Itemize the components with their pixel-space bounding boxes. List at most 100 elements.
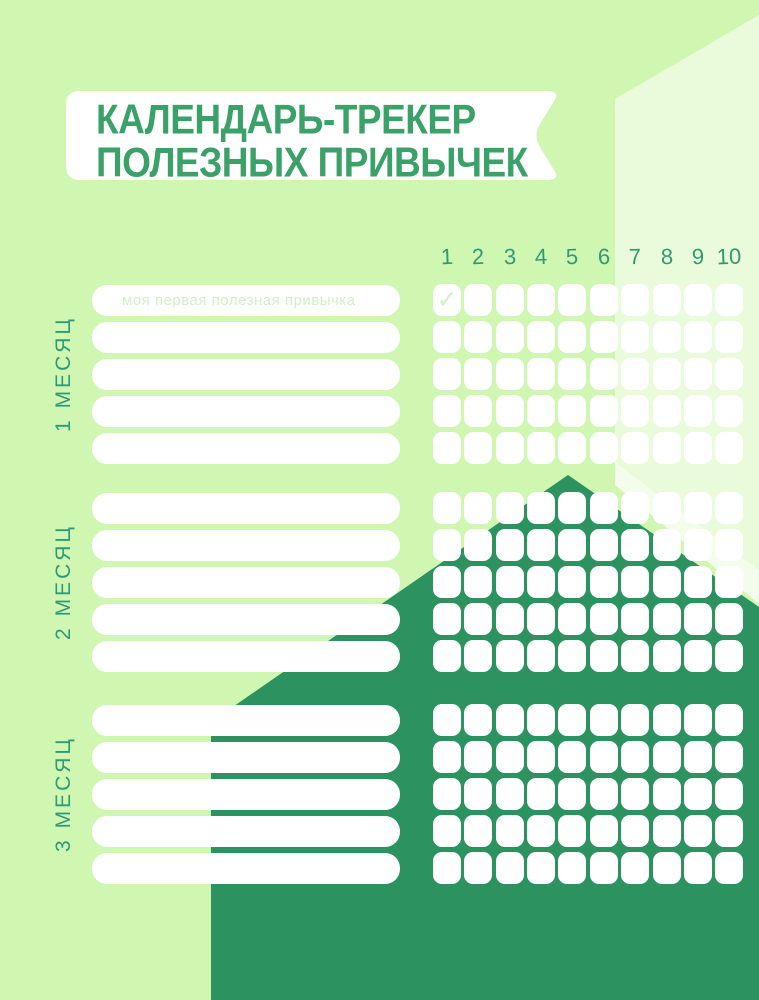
day-checkbox-m3-r3-d2[interactable] bbox=[464, 778, 493, 810]
day-checkbox-m1-r2-d9[interactable] bbox=[683, 321, 712, 353]
day-checkbox-m3-r1-d4[interactable] bbox=[527, 704, 555, 736]
day-checkbox-m2-r1-d4[interactable] bbox=[527, 492, 555, 524]
day-checkbox-m1-r1-d7[interactable] bbox=[621, 284, 650, 316]
day-checkbox-m3-r3-d1[interactable] bbox=[433, 778, 461, 810]
day-checkbox-m3-r2-d2[interactable] bbox=[464, 741, 493, 773]
day-checkbox-m2-r5-d5[interactable] bbox=[558, 640, 587, 672]
day-checkbox-m3-r2-d8[interactable] bbox=[652, 741, 681, 773]
habit-name-input-m3-r5[interactable] bbox=[92, 853, 400, 884]
habit-name-input-m3-r4[interactable] bbox=[92, 816, 400, 847]
habit-name-input-m1-r1[interactable] bbox=[92, 285, 400, 316]
day-checkbox-m1-r2-d7[interactable] bbox=[621, 321, 650, 353]
day-checkbox-m2-r4-d5[interactable] bbox=[558, 603, 587, 635]
day-checkbox-m3-r4-d3[interactable] bbox=[495, 815, 524, 847]
day-checkbox-m1-r2-d1[interactable] bbox=[433, 321, 461, 353]
day-checkbox-m3-r5-d3[interactable] bbox=[495, 852, 524, 884]
day-checkbox-m1-r3-d4[interactable] bbox=[527, 358, 555, 390]
habit-name-input-m2-r5[interactable] bbox=[92, 641, 400, 672]
day-checkbox-m2-r2-d7[interactable] bbox=[621, 529, 650, 561]
day-checkbox-m2-r1-d8[interactable] bbox=[652, 492, 681, 524]
day-checkbox-m2-r5-d9[interactable] bbox=[683, 640, 712, 672]
day-checkbox-m2-r5-d4[interactable] bbox=[527, 640, 555, 672]
day-checkbox-m2-r1-d6[interactable] bbox=[589, 492, 618, 524]
day-checkbox-m3-r1-d10[interactable] bbox=[715, 704, 744, 736]
day-checkbox-m1-r2-d10[interactable] bbox=[715, 321, 744, 353]
day-checkbox-m2-r1-d10[interactable] bbox=[715, 492, 744, 524]
day-checkbox-m2-r4-d9[interactable] bbox=[683, 603, 712, 635]
day-checkbox-m1-r4-d6[interactable] bbox=[589, 395, 618, 427]
day-checkbox-m3-r5-d9[interactable] bbox=[683, 852, 712, 884]
day-checkbox-m1-r3-d7[interactable] bbox=[621, 358, 650, 390]
day-checkbox-m3-r5-d6[interactable] bbox=[589, 852, 618, 884]
day-checkbox-m3-r4-d7[interactable] bbox=[621, 815, 650, 847]
day-checkbox-m2-r4-d7[interactable] bbox=[621, 603, 650, 635]
day-checkbox-m1-r5-d3[interactable] bbox=[495, 432, 524, 464]
day-checkbox-m3-r3-d9[interactable] bbox=[683, 778, 712, 810]
day-checkbox-m3-r4-d2[interactable] bbox=[464, 815, 493, 847]
day-checkbox-m3-r1-d6[interactable] bbox=[589, 704, 618, 736]
day-checkbox-m2-r3-d2[interactable] bbox=[464, 566, 493, 598]
day-checkbox-m2-r4-d4[interactable] bbox=[527, 603, 555, 635]
day-checkbox-m1-r4-d3[interactable] bbox=[495, 395, 524, 427]
day-checkbox-m2-r3-d3[interactable] bbox=[495, 566, 524, 598]
day-checkbox-m3-r5-d1[interactable] bbox=[433, 852, 461, 884]
day-checkbox-m3-r5-d10[interactable] bbox=[715, 852, 744, 884]
day-checkbox-m2-r4-d2[interactable] bbox=[464, 603, 493, 635]
habit-name-input-m2-r2[interactable] bbox=[92, 530, 400, 561]
habit-name-input-m3-r1[interactable] bbox=[92, 705, 400, 736]
day-checkbox-m1-r1-d2[interactable] bbox=[464, 284, 493, 316]
day-checkbox-m2-r2-d8[interactable] bbox=[652, 529, 681, 561]
day-checkbox-m3-r3-d5[interactable] bbox=[558, 778, 587, 810]
day-checkbox-m3-r4-d4[interactable] bbox=[527, 815, 555, 847]
day-checkbox-m3-r4-d6[interactable] bbox=[589, 815, 618, 847]
day-checkbox-m3-r5-d7[interactable] bbox=[621, 852, 650, 884]
day-checkbox-m3-r5-d8[interactable] bbox=[652, 852, 681, 884]
day-checkbox-m2-r3-d1[interactable] bbox=[433, 566, 461, 598]
day-checkbox-m1-r2-d3[interactable] bbox=[495, 321, 524, 353]
day-checkbox-m3-r1-d3[interactable] bbox=[495, 704, 524, 736]
day-checkbox-m3-r2-d9[interactable] bbox=[683, 741, 712, 773]
day-checkbox-m3-r3-d10[interactable] bbox=[715, 778, 744, 810]
day-checkbox-m1-r5-d7[interactable] bbox=[621, 432, 650, 464]
day-checkbox-m2-r3-d9[interactable] bbox=[683, 566, 712, 598]
day-checkbox-m1-r2-d8[interactable] bbox=[652, 321, 681, 353]
day-checkbox-m2-r4-d10[interactable] bbox=[715, 603, 744, 635]
day-checkbox-m1-r3-d3[interactable] bbox=[495, 358, 524, 390]
day-checkbox-m1-r4-d7[interactable] bbox=[621, 395, 650, 427]
day-checkbox-m3-r1-d1[interactable] bbox=[433, 704, 461, 736]
day-checkbox-m1-r3-d6[interactable] bbox=[589, 358, 618, 390]
day-checkbox-m2-r4-d1[interactable] bbox=[433, 603, 461, 635]
day-checkbox-m3-r3-d7[interactable] bbox=[621, 778, 650, 810]
day-checkbox-m1-r2-d6[interactable] bbox=[589, 321, 618, 353]
day-checkbox-m2-r4-d8[interactable] bbox=[652, 603, 681, 635]
day-checkbox-m3-r1-d2[interactable] bbox=[464, 704, 493, 736]
day-checkbox-m2-r3-d6[interactable] bbox=[589, 566, 618, 598]
day-checkbox-m3-r2-d3[interactable] bbox=[495, 741, 524, 773]
day-checkbox-m2-r1-d3[interactable] bbox=[495, 492, 524, 524]
day-checkbox-m1-r5-d1[interactable] bbox=[433, 432, 461, 464]
day-checkbox-m2-r1-d9[interactable] bbox=[683, 492, 712, 524]
day-checkbox-m1-r1-d8[interactable] bbox=[652, 284, 681, 316]
day-checkbox-m3-r2-d1[interactable] bbox=[433, 741, 461, 773]
day-checkbox-m3-r3-d3[interactable] bbox=[495, 778, 524, 810]
day-checkbox-m1-r5-d10[interactable] bbox=[715, 432, 744, 464]
day-checkbox-m2-r1-d5[interactable] bbox=[558, 492, 587, 524]
day-checkbox-m3-r2-d7[interactable] bbox=[621, 741, 650, 773]
day-checkbox-m1-r4-d2[interactable] bbox=[464, 395, 493, 427]
day-checkbox-m1-r1-d10[interactable] bbox=[715, 284, 744, 316]
habit-name-input-m1-r5[interactable] bbox=[92, 433, 400, 464]
day-checkbox-m2-r5-d8[interactable] bbox=[652, 640, 681, 672]
day-checkbox-m1-r1-d5[interactable] bbox=[558, 284, 587, 316]
day-checkbox-m2-r3-d7[interactable] bbox=[621, 566, 650, 598]
day-checkbox-m3-r5-d4[interactable] bbox=[527, 852, 555, 884]
day-checkbox-m3-r2-d6[interactable] bbox=[589, 741, 618, 773]
habit-name-input-m2-r1[interactable] bbox=[92, 493, 400, 524]
day-checkbox-m2-r3-d8[interactable] bbox=[652, 566, 681, 598]
day-checkbox-m2-r5-d6[interactable] bbox=[589, 640, 618, 672]
day-checkbox-m1-r3-d2[interactable] bbox=[464, 358, 493, 390]
day-checkbox-m1-r4-d8[interactable] bbox=[652, 395, 681, 427]
day-checkbox-m1-r5-d8[interactable] bbox=[652, 432, 681, 464]
day-checkbox-m1-r5-d4[interactable] bbox=[527, 432, 555, 464]
day-checkbox-m1-r5-d9[interactable] bbox=[683, 432, 712, 464]
day-checkbox-m1-r4-d10[interactable] bbox=[715, 395, 744, 427]
